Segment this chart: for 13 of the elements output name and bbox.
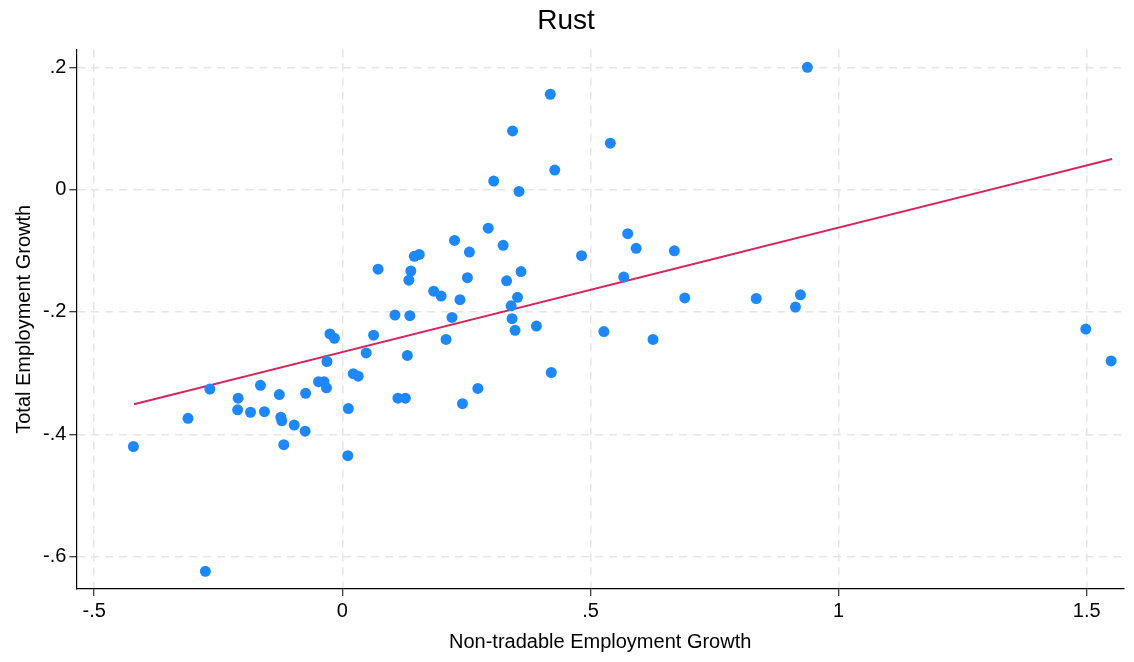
x-tick-label: .5 — [582, 598, 599, 621]
x-tick-label: -.5 — [82, 598, 106, 621]
x-tick-label: 1 — [833, 598, 845, 621]
y-tick-label: -.6 — [43, 544, 67, 567]
y-tick-label: 0 — [55, 177, 67, 200]
y-tick-label: .2 — [49, 54, 67, 77]
x-tick-label: 0 — [336, 598, 348, 621]
y-tick-label: -.2 — [43, 299, 67, 322]
x-axis-title: Non-tradable Employment Growth — [448, 629, 752, 652]
y-tick-label: -.4 — [43, 421, 67, 444]
chart-title: Rust — [537, 3, 595, 35]
y-axis-title: Total Employment Growth — [11, 204, 34, 434]
x-tick-label: 1.5 — [1072, 598, 1101, 621]
